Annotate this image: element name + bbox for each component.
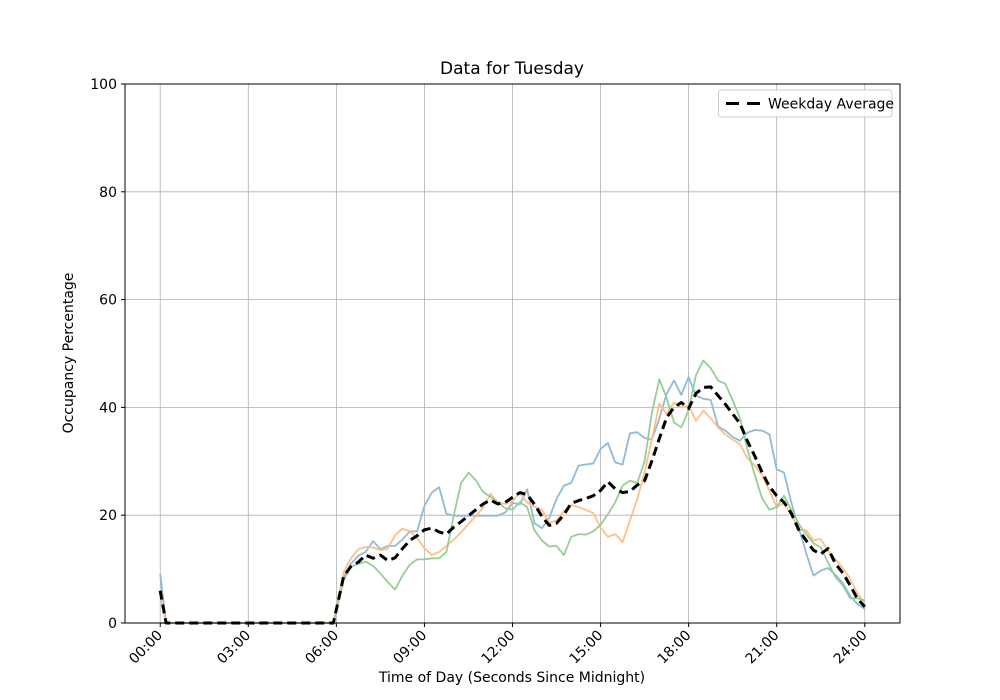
y-tick-label: 40 bbox=[99, 400, 117, 416]
series-line-tuesday-instance-2 bbox=[159, 401, 866, 624]
series-line-weekday-average bbox=[158, 385, 866, 625]
x-tick-label: 09:00 bbox=[390, 628, 430, 668]
series-line-tuesday-instance-3 bbox=[160, 359, 866, 624]
x-tick-label: 12:00 bbox=[478, 628, 518, 668]
x-tick-label: 06:00 bbox=[302, 628, 342, 668]
x-tick-label: 03:00 bbox=[214, 628, 254, 668]
chart-title: Data for Tuesday bbox=[440, 59, 584, 79]
y-tick-label: 20 bbox=[99, 508, 117, 524]
x-tick-label: 24:00 bbox=[831, 628, 871, 668]
x-axis-label: Time of Day (Seconds Since Midnight) bbox=[378, 670, 645, 686]
axis-tick-labels: 00:00 03:00 06:00 09:00 12:00 15:00 18:00 21:00… bbox=[90, 77, 870, 667]
legend-box bbox=[718, 89, 893, 118]
x-tick-label: 00:00 bbox=[126, 628, 166, 668]
x-tick-label: 18:00 bbox=[655, 628, 695, 668]
data-series bbox=[158, 359, 866, 625]
y-tick-label: 80 bbox=[99, 185, 117, 201]
grid-lines bbox=[125, 83, 900, 624]
y-tick-label: 0 bbox=[108, 616, 117, 632]
x-tick-label: 15:00 bbox=[567, 628, 607, 668]
legend-entry-label: Weekday Average bbox=[768, 97, 894, 113]
legend: Weekday Average bbox=[718, 89, 894, 118]
y-tick-label: 100 bbox=[90, 77, 117, 93]
y-tick-label: 60 bbox=[99, 293, 117, 309]
y-axis-label: Occupancy Percentage bbox=[61, 273, 77, 434]
x-tick-label: 21:00 bbox=[743, 628, 783, 668]
series-line-tuesday-instance-1 bbox=[159, 376, 866, 624]
axis-ticks bbox=[121, 83, 866, 627]
